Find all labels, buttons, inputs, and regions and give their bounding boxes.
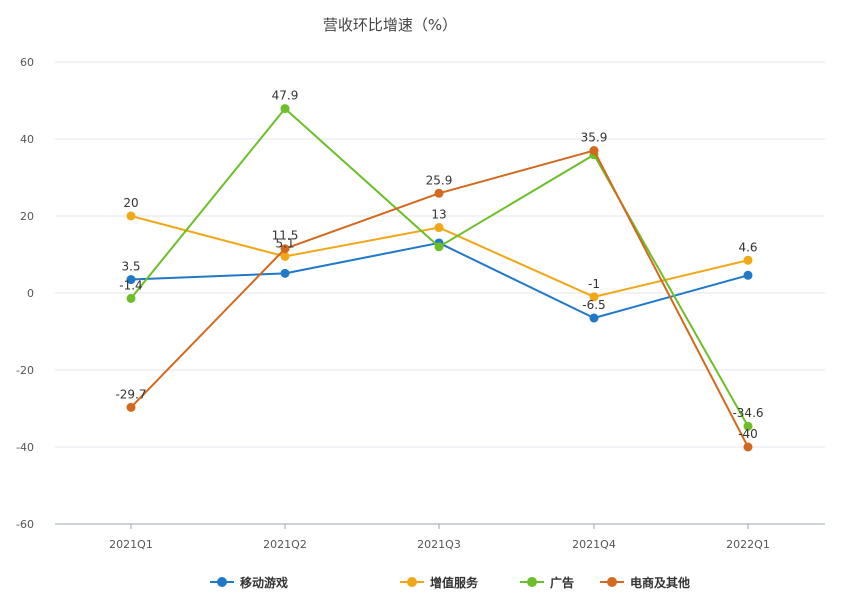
data-label: -6.5: [582, 298, 605, 312]
y-axis: 60 40 20 0 -20 -40 -60: [16, 56, 34, 531]
legend-swatch-dot: [407, 577, 417, 587]
y-tick-label: 20: [20, 210, 34, 223]
data-label: 20: [123, 196, 138, 210]
y-tick-label: -60: [16, 518, 34, 531]
series-group: [126, 104, 753, 452]
data-point[interactable]: [434, 188, 444, 198]
data-label: 4.6: [738, 240, 757, 254]
data-point[interactable]: [589, 292, 599, 302]
data-point[interactable]: [743, 270, 753, 280]
legend-swatch-dot: [217, 577, 227, 587]
data-label: -29.7: [115, 387, 146, 401]
x-tick-label: 2022Q1: [726, 538, 770, 551]
x-tick-label: 2021Q3: [417, 538, 461, 551]
legend-label[interactable]: 移动游戏: [240, 575, 288, 590]
data-point[interactable]: [589, 313, 599, 323]
data-point[interactable]: [126, 275, 136, 285]
chart-title: 营收环比增速（%）: [323, 16, 457, 34]
legend-label[interactable]: 增值服务: [430, 575, 479, 590]
y-tick-label: 40: [20, 133, 34, 146]
series-line: [130, 241, 749, 320]
x-tick-label: 2021Q4: [572, 538, 616, 551]
data-label: 35.9: [581, 131, 608, 145]
data-point[interactable]: [434, 223, 444, 233]
legend-label[interactable]: 电商及其他: [630, 575, 690, 590]
legend-label[interactable]: 广告: [550, 575, 574, 590]
data-point[interactable]: [280, 244, 290, 254]
data-point[interactable]: [743, 255, 753, 265]
data-label: -34.6: [732, 406, 763, 420]
data-point[interactable]: [743, 442, 753, 452]
data-label: -1.4: [119, 278, 142, 292]
data-point[interactable]: [589, 146, 599, 156]
data-label: 5.1: [275, 236, 294, 250]
data-point[interactable]: [743, 421, 753, 431]
data-label: 25.9: [426, 173, 453, 187]
legend-swatch-dot: [607, 577, 617, 587]
x-axis: 2021Q1 2021Q2 2021Q3 2021Q4 2022Q1: [109, 524, 770, 551]
data-label: 47.9: [272, 89, 299, 103]
data-label: 3.5: [121, 260, 140, 274]
legend[interactable]: 移动游戏 增值服务 广告 电商及其他: [210, 575, 690, 590]
x-tick-label: 2021Q1: [109, 538, 153, 551]
data-label: 11.5: [272, 229, 299, 243]
data-point[interactable]: [280, 104, 290, 114]
y-tick-label: -20: [16, 364, 34, 377]
data-point[interactable]: [126, 293, 136, 303]
data-label: 13: [431, 208, 446, 222]
y-tick-label: 60: [20, 56, 34, 69]
data-point[interactable]: [434, 242, 444, 252]
data-point[interactable]: [126, 211, 136, 221]
data-label: -40: [738, 427, 758, 441]
data-label: -1: [588, 277, 600, 291]
y-tick-label: 0: [27, 287, 34, 300]
y-tick-label: -40: [16, 441, 34, 454]
x-tick-label: 2021Q2: [263, 538, 307, 551]
data-labels: 3.5 -6.5 20 5.1 13 -1 4.6 -1.4 47.9 -34.6 -29.7 11.…: [115, 89, 763, 441]
data-point[interactable]: [126, 402, 136, 412]
grid: [55, 61, 825, 525]
data-point[interactable]: [280, 251, 290, 261]
legend-swatch-dot: [527, 577, 537, 587]
data-point[interactable]: [280, 268, 290, 278]
